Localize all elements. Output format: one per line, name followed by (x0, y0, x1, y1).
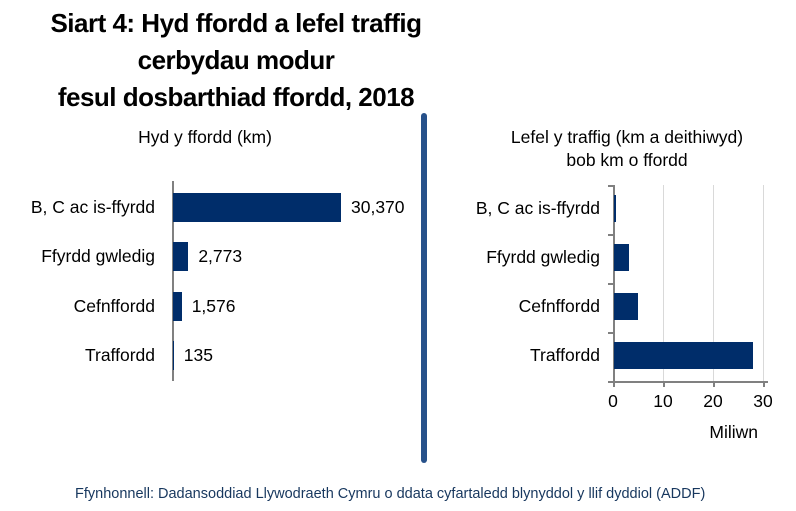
left-chart-value-label: 2,773 (198, 246, 243, 267)
left-chart-value-label: 135 (183, 344, 213, 365)
left-chart-bar (173, 340, 174, 370)
right-chart-gridline (663, 185, 664, 381)
right-chart-bar (614, 342, 753, 369)
right-chart-x-tick-label: 0 (608, 391, 618, 411)
left-chart-value-label: 1,576 (191, 295, 236, 316)
right-chart-category-label: B, C ac is-ffyrdd (475, 198, 600, 218)
right-chart-bar (614, 195, 616, 222)
right-chart-y-tick (608, 332, 613, 334)
left-chart-bar (173, 242, 189, 272)
left-chart-y-axis (172, 181, 174, 381)
left-chart-category-label: B, C ac is-ffyrdd (30, 197, 155, 217)
right-chart-x-tick (613, 381, 615, 387)
right-chart-title-line2: bob km o ffordd (566, 150, 688, 170)
chart-title-line1: Siart 4: Hyd ffordd a lefel traffig cerb… (50, 8, 422, 75)
right-chart-gridline (713, 185, 714, 381)
right-chart-x-axis (608, 381, 768, 383)
right-chart-title: Lefel y traffig (km a deithiwyd) bob km … (477, 126, 777, 172)
divider-line (421, 113, 427, 463)
right-chart-x-tick (713, 381, 715, 387)
right-chart-x-tick (763, 381, 765, 387)
right-chart-y-axis (613, 185, 615, 381)
left-chart-category-label: Cefnffordd (73, 295, 155, 316)
right-chart-category-label: Cefnffordd (518, 296, 600, 316)
right-chart-y-tick (608, 234, 613, 236)
right-chart-xaxis-title: Miliwn (709, 422, 758, 442)
left-chart-bar (173, 193, 341, 222)
chart-title: Siart 4: Hyd ffordd a lefel traffig cerb… (0, 5, 472, 116)
right-chart-x-tick-label: 20 (703, 391, 723, 411)
left-chart-value-label: 30,370 (351, 197, 405, 217)
right-chart-y-tick (608, 185, 613, 187)
chart-title-line2: fesul dosbarthiad ffordd, 2018 (57, 82, 415, 112)
right-chart-gridline (763, 185, 764, 381)
right-chart-bar (614, 293, 638, 320)
source-note: Ffynhonnell: Dadansoddiad Llywodraeth Cy… (75, 486, 706, 502)
right-chart-category-label: Ffyrdd gwledig (486, 247, 600, 267)
right-chart-x-tick-label: 10 (653, 391, 673, 411)
right-chart-category-label: Traffordd (529, 345, 600, 365)
left-chart-category-label: Traffordd (84, 344, 155, 365)
right-chart-bar (614, 244, 629, 271)
right-chart-x-tick-label: 30 (753, 391, 773, 411)
left-chart-category-label: Ffyrdd gwledig (41, 246, 155, 267)
right-chart-y-tick (608, 283, 613, 285)
left-chart-bar (173, 291, 182, 321)
right-chart-x-tick (663, 381, 665, 387)
right-chart-title-line1: Lefel y traffig (km a deithiwyd) (510, 127, 744, 147)
left-chart-title: Hyd y ffordd (km) (138, 127, 272, 147)
